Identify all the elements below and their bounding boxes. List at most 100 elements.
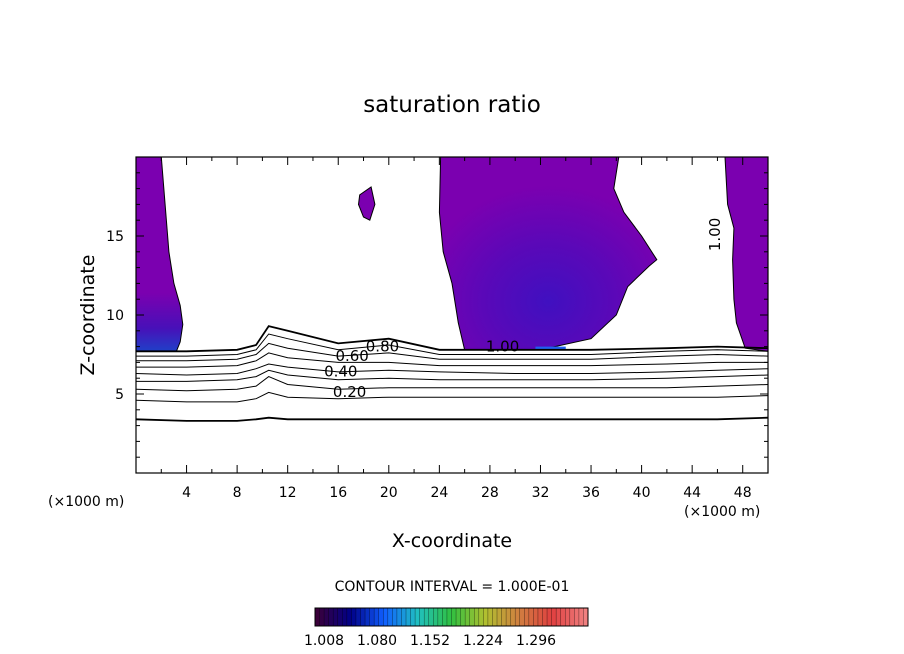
contour-line [136, 342, 768, 362]
y-tick-label: 10 [106, 308, 124, 324]
supersaturated-region [724, 157, 768, 352]
x-tick-label: 20 [380, 485, 398, 501]
supersaturated-fill-layer [136, 157, 768, 352]
colorbar-swatch [465, 608, 471, 626]
colorbar-swatch [510, 608, 516, 626]
x-unit-left: (×1000 m) [48, 494, 124, 510]
colorbar-swatch [319, 608, 325, 626]
colorbar-swatch [551, 608, 557, 626]
contour-label: 1.00 [486, 337, 519, 355]
contour-line [136, 416, 768, 422]
colorbar-swatch [469, 608, 475, 626]
colorbar-swatch [569, 608, 575, 626]
colorbar-swatch [478, 608, 484, 626]
colorbar-tick-label: 1.152 [410, 633, 450, 649]
x-unit-right: (×1000 m) [684, 504, 760, 520]
colorbar-swatch [315, 608, 321, 626]
y-tick-label: 5 [115, 387, 124, 403]
colorbar-swatch [556, 608, 562, 626]
colorbar-tick-label: 1.080 [357, 633, 397, 649]
colorbar-swatch [487, 608, 493, 626]
colorbar-swatch [497, 608, 503, 626]
colorbar-swatch [369, 608, 375, 626]
colorbar-swatch [515, 608, 521, 626]
colorbar: 1.008 1.080 1.152 1.224 1.296 [304, 607, 589, 649]
supersaturated-region [357, 186, 376, 221]
colorbar-swatch [419, 608, 425, 626]
colorbar-swatch [342, 608, 348, 626]
contour-label: 1.00 [706, 218, 724, 251]
colorbar-swatch [506, 608, 512, 626]
colorbar-swatch [437, 608, 443, 626]
colorbar-swatch [547, 608, 553, 626]
x-tick-label: 28 [481, 485, 499, 501]
colorbar-swatch [328, 608, 334, 626]
x-tick-label: 12 [279, 485, 297, 501]
supersaturated-region [438, 157, 658, 351]
colorbar-swatch [383, 608, 389, 626]
colorbar-swatch [565, 608, 571, 626]
contour-label: 0.40 [324, 363, 357, 381]
colorbar-swatch [365, 608, 371, 626]
contour-line [136, 333, 768, 357]
x-tick-label: 8 [233, 485, 242, 501]
contour-line [136, 363, 768, 376]
colorbar-swatch [410, 608, 416, 626]
colorbar-swatch [578, 608, 584, 626]
colorbar-swatch [337, 608, 343, 626]
colorbar-swatch [583, 608, 589, 626]
supersaturated-region [136, 157, 184, 352]
colorbar-swatch [406, 608, 412, 626]
contour-line [136, 325, 768, 353]
colorbar-swatch [524, 608, 530, 626]
contour-line [136, 352, 768, 368]
colorbar-swatch [474, 608, 480, 626]
x-tick-label: 4 [182, 485, 191, 501]
colorbar-swatch [492, 608, 498, 626]
contour-interval-note: CONTOUR INTERVAL = 1.000E-01 [335, 579, 570, 595]
x-tick-label: 24 [430, 485, 448, 501]
x-tick-label: 44 [683, 485, 701, 501]
colorbar-swatch [501, 608, 507, 626]
supersaturated-streak [535, 346, 566, 350]
chart-title: saturation ratio [363, 92, 541, 118]
colorbar-swatch [483, 608, 489, 626]
colorbar-swatch [355, 608, 361, 626]
colorbar-swatch [456, 608, 462, 626]
x-tick-label: 16 [329, 485, 347, 501]
colorbar-swatch [560, 608, 566, 626]
colorbar-swatch [424, 608, 430, 626]
colorbar-swatch [378, 608, 384, 626]
contour-line [136, 369, 768, 382]
contour-line [136, 376, 768, 392]
colorbar-swatch [396, 608, 402, 626]
colorbar-swatch [392, 608, 398, 626]
colorbar-swatch [324, 608, 330, 626]
colorbar-swatch [415, 608, 421, 626]
colorbar-swatch [442, 608, 448, 626]
colorbar-swatch [519, 608, 525, 626]
colorbar-swatch [537, 608, 543, 626]
colorbar-swatch [446, 608, 452, 626]
x-tick-label: 36 [582, 485, 600, 501]
colorbar-swatch [333, 608, 339, 626]
colorbar-swatch [542, 608, 548, 626]
x-tick-label: 40 [633, 485, 651, 501]
contour-label: 0.80 [366, 337, 399, 355]
x-tick-label: 48 [734, 485, 752, 501]
colorbar-swatch [451, 608, 457, 626]
colorbar-swatch [528, 608, 534, 626]
colorbar-swatch [428, 608, 434, 626]
contour-label: 0.20 [333, 383, 366, 401]
colorbar-swatch [533, 608, 539, 626]
colorbar-swatch [460, 608, 466, 626]
x-tick-label: 32 [532, 485, 550, 501]
contour-line [136, 391, 768, 403]
x-axis-label: X-coordinate [392, 530, 512, 552]
contour-layer [136, 325, 768, 422]
colorbar-tick-label: 1.296 [516, 633, 556, 649]
colorbar-tick-label: 1.008 [304, 633, 344, 649]
contour-label-layer: 1.00 1.00 0.600.40 0.20 0.80 [324, 218, 724, 401]
